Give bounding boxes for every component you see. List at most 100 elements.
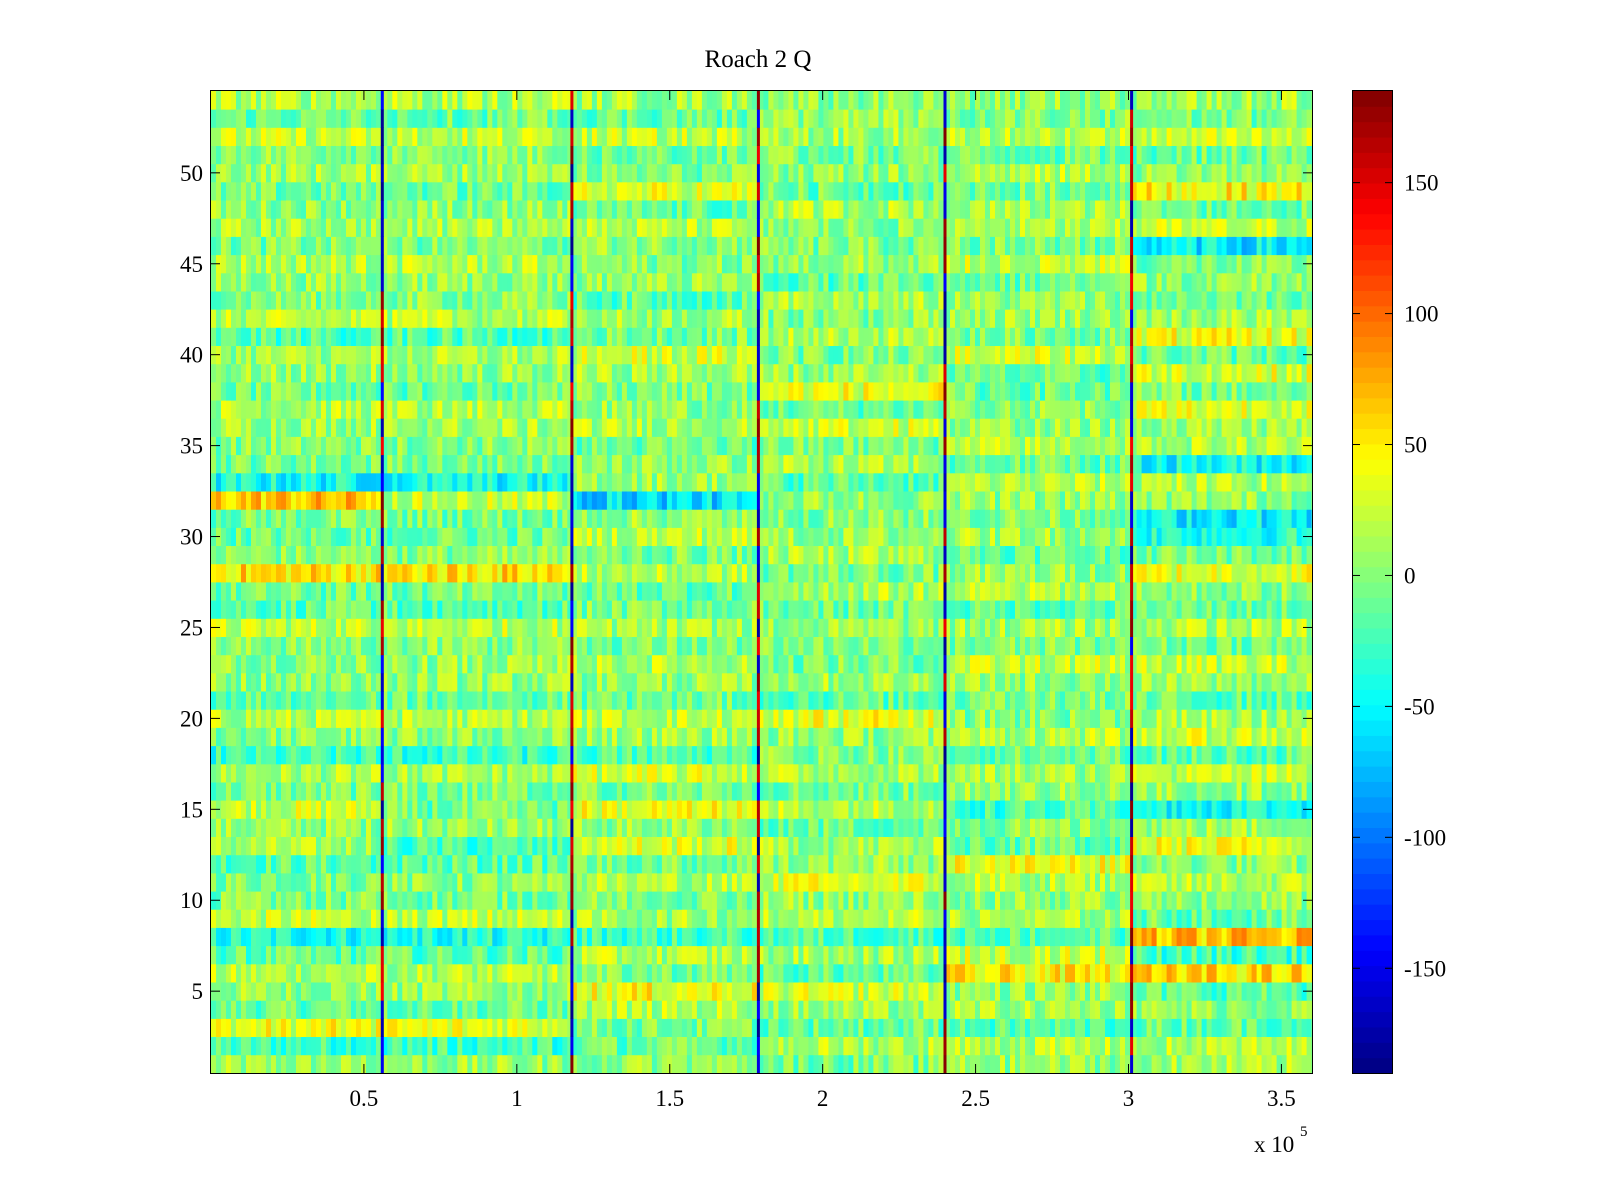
heatmap-cell [636, 1018, 643, 1037]
heatmap-cell [706, 854, 713, 874]
heatmap-cell [442, 145, 448, 165]
heatmap-cell [656, 927, 663, 947]
heatmap-cell [211, 218, 217, 237]
heatmap-cell [517, 782, 523, 801]
heatmap-cell [671, 836, 678, 856]
heatmap-cell [331, 691, 337, 710]
heatmap-cell [507, 181, 513, 201]
heatmap-cell [266, 909, 272, 928]
heatmap-cell [512, 363, 518, 383]
heatmap-cell [271, 1036, 277, 1056]
heatmap-cell [562, 563, 568, 583]
heatmap-cell [236, 600, 242, 619]
heatmap-cell [281, 236, 287, 256]
heatmap-cell [382, 691, 388, 710]
heatmap-cell [427, 600, 433, 619]
heatmap-cell [301, 745, 307, 765]
heatmap-cell [432, 327, 438, 346]
heatmap-cell [412, 563, 418, 583]
heatmap-cell [331, 163, 337, 183]
heatmap-cell [527, 236, 533, 256]
heatmap-cell [241, 636, 247, 656]
heatmap-cell [286, 109, 292, 128]
heatmap-cell [402, 309, 408, 328]
heatmap-cell [686, 782, 693, 801]
heatmap-cell [517, 309, 523, 328]
heatmap-cell [512, 91, 518, 110]
heatmap-cell [256, 782, 262, 801]
heatmap-cell [246, 436, 252, 456]
heatmap-cell [281, 818, 287, 837]
heatmap-cell [336, 272, 342, 292]
heatmap-cell [236, 927, 242, 947]
heatmap-cell [591, 891, 598, 910]
heatmap-cell [626, 763, 633, 783]
heatmap-cell [616, 600, 623, 619]
heatmap-cell [326, 1054, 332, 1073]
heatmap-cell [241, 618, 247, 637]
heatmap-cell [276, 127, 282, 146]
heatmap-cell [452, 109, 458, 128]
heatmap-cell [497, 582, 503, 601]
heatmap-cell [502, 109, 508, 128]
heatmap-cell [286, 582, 292, 601]
heatmap-cell [646, 563, 653, 583]
heatmap-cell [611, 963, 618, 983]
heatmap-cell [266, 800, 272, 819]
heatmap-cell [382, 618, 388, 637]
heatmap-cell [591, 854, 598, 874]
heatmap-cell [661, 727, 668, 747]
heatmap-cell [402, 163, 408, 183]
heatmap-cell [462, 854, 468, 874]
heatmap-cell [606, 800, 613, 819]
heatmap-cell [226, 400, 232, 419]
heatmap-cell [266, 818, 272, 837]
heatmap-cell [266, 418, 272, 437]
heatmap-cell [507, 600, 513, 619]
heatmap-cell [306, 927, 312, 947]
heatmap-cell [271, 963, 277, 983]
heatmap-cell [467, 163, 473, 183]
heatmap-cell [477, 527, 483, 546]
heatmap-cell [462, 909, 468, 928]
heatmap-cell [276, 163, 282, 183]
heatmap-cell [736, 963, 743, 983]
heatmap-cell [487, 1036, 493, 1056]
heatmap-cell [387, 545, 393, 565]
heatmap-cell [266, 745, 272, 765]
heatmap-cell [266, 91, 272, 110]
heatmap-cell [361, 327, 367, 346]
heatmap-cell [251, 600, 257, 619]
heatmap-cell [221, 309, 227, 328]
heatmap-cell [457, 836, 463, 856]
heatmap-cell [306, 818, 312, 837]
heatmap-cell [527, 891, 533, 910]
heatmap-cell [376, 1018, 382, 1037]
heatmap-cell [681, 618, 688, 637]
heatmap-cell [472, 745, 478, 765]
heatmap-cell [412, 854, 418, 874]
heatmap-cell [346, 909, 352, 928]
heatmap-cell [361, 800, 367, 819]
heatmap-cell [321, 927, 327, 947]
heatmap-cell [422, 218, 428, 237]
heatmap-cell [236, 382, 242, 401]
heatmap-cell [392, 363, 398, 383]
heatmap-cell [457, 672, 463, 692]
heatmap-cell [691, 963, 698, 983]
heatmap-cell [361, 763, 367, 783]
heatmap-cell [606, 709, 613, 728]
heatmap-cell [557, 200, 563, 219]
heatmap-cell [586, 909, 593, 928]
heatmap-cell [286, 782, 292, 801]
heatmap-cell [487, 709, 493, 728]
heatmap-cell [507, 327, 513, 346]
heatmap-cell [376, 236, 382, 256]
heatmap-cell [567, 400, 573, 419]
heatmap-cell [246, 709, 252, 728]
heatmap-cell [442, 1054, 448, 1073]
heatmap-cell [522, 382, 528, 401]
heatmap-cell [356, 600, 362, 619]
heatmap-cell [397, 909, 403, 928]
heatmap-cell [356, 945, 362, 965]
